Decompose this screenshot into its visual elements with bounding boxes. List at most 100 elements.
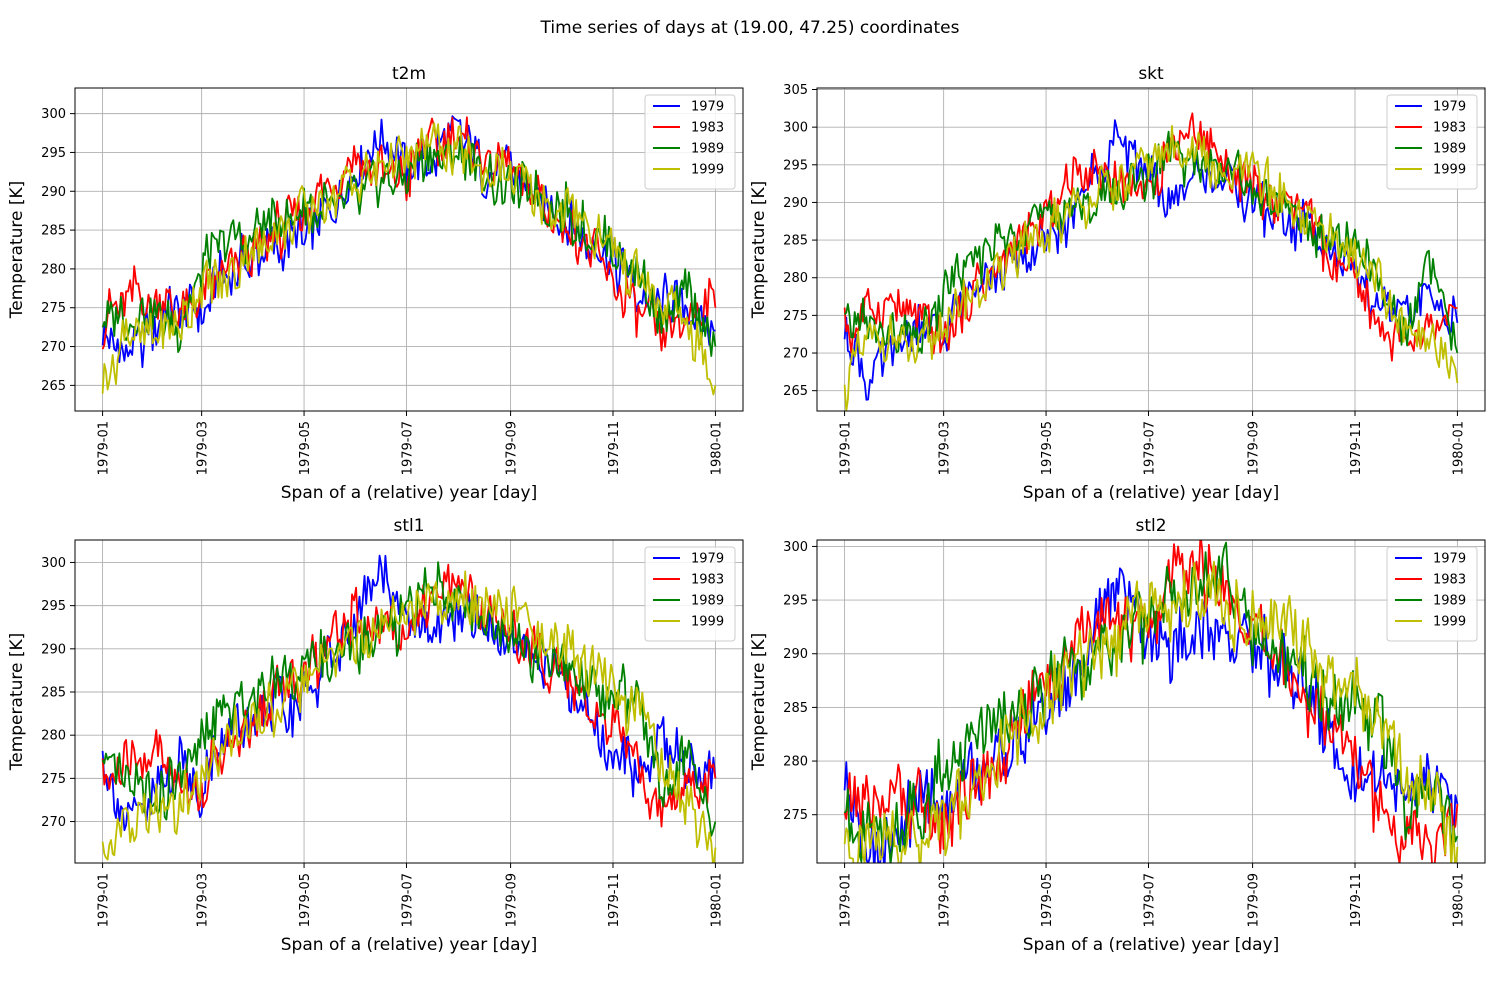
y-tick-label: 280 — [783, 755, 808, 770]
y-tick-label: 280 — [41, 729, 66, 744]
legend-label-1999: 1999 — [1433, 163, 1466, 178]
y-tick-label: 270 — [783, 347, 808, 362]
axes-frame — [816, 539, 1486, 864]
y-tick-label: 290 — [783, 647, 808, 662]
legend-label-1983: 1983 — [691, 121, 724, 136]
legend-label-1983: 1983 — [1433, 121, 1466, 136]
y-tick-label: 290 — [41, 642, 66, 657]
x-tick-label: 1979-01 — [97, 873, 112, 927]
y-tick-label: 300 — [783, 540, 808, 555]
x-tick-label: 1979-03 — [196, 873, 211, 927]
plot-area — [817, 88, 1485, 411]
x-tick-label: 1979-05 — [298, 421, 313, 475]
y-tick-label: 295 — [41, 599, 66, 614]
x-tick-label: 1979-09 — [505, 421, 520, 475]
y-tick-label: 275 — [783, 808, 808, 823]
subplot-skt: 1979-01 1979-03 1979-05 1979-07 1979-09 1979-… — [749, 64, 1486, 503]
legend-label-1989: 1989 — [1433, 594, 1466, 609]
y-tick-label: 285 — [783, 234, 808, 249]
y-axis-label: Temperature [K] — [749, 181, 769, 320]
subplot-stl1: 1979-01 1979-03 1979-05 1979-07 1979-09 1979-… — [7, 516, 744, 955]
legend-label-1999: 1999 — [1433, 615, 1466, 630]
x-axis-label: Span of a (relative) year [day] — [1023, 483, 1279, 503]
legend-box — [1386, 546, 1478, 642]
legend-label-1983: 1983 — [691, 573, 724, 588]
subplot-t2m: 1979-01 1979-03 1979-05 1979-07 1979-09 1979-… — [7, 64, 744, 503]
legend-label-1989: 1989 — [691, 594, 724, 609]
x-tick-label: 1979-07 — [1142, 421, 1157, 475]
x-tick-label: 1979-05 — [1040, 873, 1055, 927]
y-tick-label: 265 — [783, 384, 808, 399]
y-tick-label: 305 — [783, 83, 808, 98]
legend-box — [1386, 94, 1478, 190]
subplot-title: t2m — [392, 64, 426, 84]
y-tick-label: 270 — [41, 340, 66, 355]
y-axis-label: Temperature [K] — [7, 633, 27, 772]
x-tick-label: 1980-01 — [1451, 873, 1466, 927]
x-tick-label: 1979-07 — [1142, 873, 1157, 927]
legend: 1979 1983 1989 1999 — [1386, 94, 1478, 190]
subplot-stl2: 1979-01 1979-03 1979-05 1979-07 1979-09 1979-… — [749, 516, 1486, 955]
legend: 1979 1983 1989 1999 — [644, 546, 736, 642]
series-line-1979 — [101, 554, 717, 832]
x-tick-label: 1979-11 — [607, 421, 622, 475]
x-tick-label: 1979-07 — [400, 873, 415, 927]
series-line-1999 — [843, 125, 1459, 411]
y-tick-label: 300 — [783, 121, 808, 136]
series-line-1983 — [843, 112, 1458, 362]
y-tick-label: 295 — [783, 158, 808, 173]
x-tick-label: 1980-01 — [1451, 421, 1466, 475]
subplots: 1979-01 1979-03 1979-05 1979-07 1979-09 1979-… — [7, 64, 1486, 955]
x-tick-label: 1979-03 — [196, 421, 211, 475]
series-line-1989 — [101, 561, 717, 837]
x-tick-label: 1980-01 — [709, 873, 724, 927]
x-tick-label: 1979-01 — [839, 421, 854, 475]
series-line-1989 — [843, 130, 1459, 354]
x-axis-label: Span of a (relative) year [day] — [1023, 935, 1279, 955]
axes-frame — [816, 87, 1486, 412]
x-tick-label: 1979-01 — [97, 421, 112, 475]
y-tick-label: 285 — [41, 224, 66, 239]
x-tick-label: 1979-11 — [1349, 421, 1364, 475]
y-tick-label: 295 — [783, 594, 808, 609]
legend-label-1979: 1979 — [691, 100, 724, 115]
x-tick-label: 1979-11 — [1349, 873, 1364, 927]
x-tick-label: 1979-11 — [607, 873, 622, 927]
y-tick-label: 270 — [41, 815, 66, 830]
x-tick-label: 1979-05 — [298, 873, 313, 927]
legend-label-1979: 1979 — [691, 552, 724, 567]
x-tick-label: 1979-03 — [938, 873, 953, 927]
legend: 1979 1983 1989 1999 — [644, 94, 736, 190]
legend: 1979 1983 1989 1999 — [1386, 546, 1478, 642]
y-tick-label: 285 — [41, 686, 66, 701]
x-axis-label: Span of a (relative) year [day] — [281, 483, 537, 503]
axes-frame — [74, 539, 744, 864]
legend-label-1999: 1999 — [691, 615, 724, 630]
legend-box — [644, 546, 736, 642]
series-line-1999 — [101, 570, 717, 863]
x-tick-label: 1980-01 — [709, 421, 724, 475]
legend-label-1979: 1979 — [1433, 552, 1466, 567]
y-tick-label: 275 — [783, 309, 808, 324]
y-axis-label: Temperature [K] — [749, 633, 769, 772]
y-tick-label: 280 — [41, 262, 66, 277]
legend-label-1999: 1999 — [691, 163, 724, 178]
series-line-1999 — [101, 122, 717, 396]
y-tick-label: 275 — [41, 772, 66, 787]
x-axis-label: Span of a (relative) year [day] — [281, 935, 537, 955]
series-group — [843, 112, 1459, 411]
subplot-title: skt — [1138, 64, 1164, 84]
x-tick-label: 1979-07 — [400, 421, 415, 475]
y-tick-label: 290 — [783, 196, 808, 211]
x-tick-label: 1979-03 — [938, 421, 953, 475]
series-group — [843, 540, 1459, 863]
series-line-1999 — [843, 560, 1459, 863]
x-tick-label: 1979-09 — [1247, 873, 1262, 927]
legend-label-1979: 1979 — [1433, 100, 1466, 115]
y-tick-label: 295 — [41, 146, 66, 161]
series-group — [101, 554, 717, 863]
series-line-1983 — [843, 540, 1459, 863]
y-tick-label: 300 — [41, 556, 66, 571]
subplot-title: stl2 — [1135, 516, 1166, 536]
